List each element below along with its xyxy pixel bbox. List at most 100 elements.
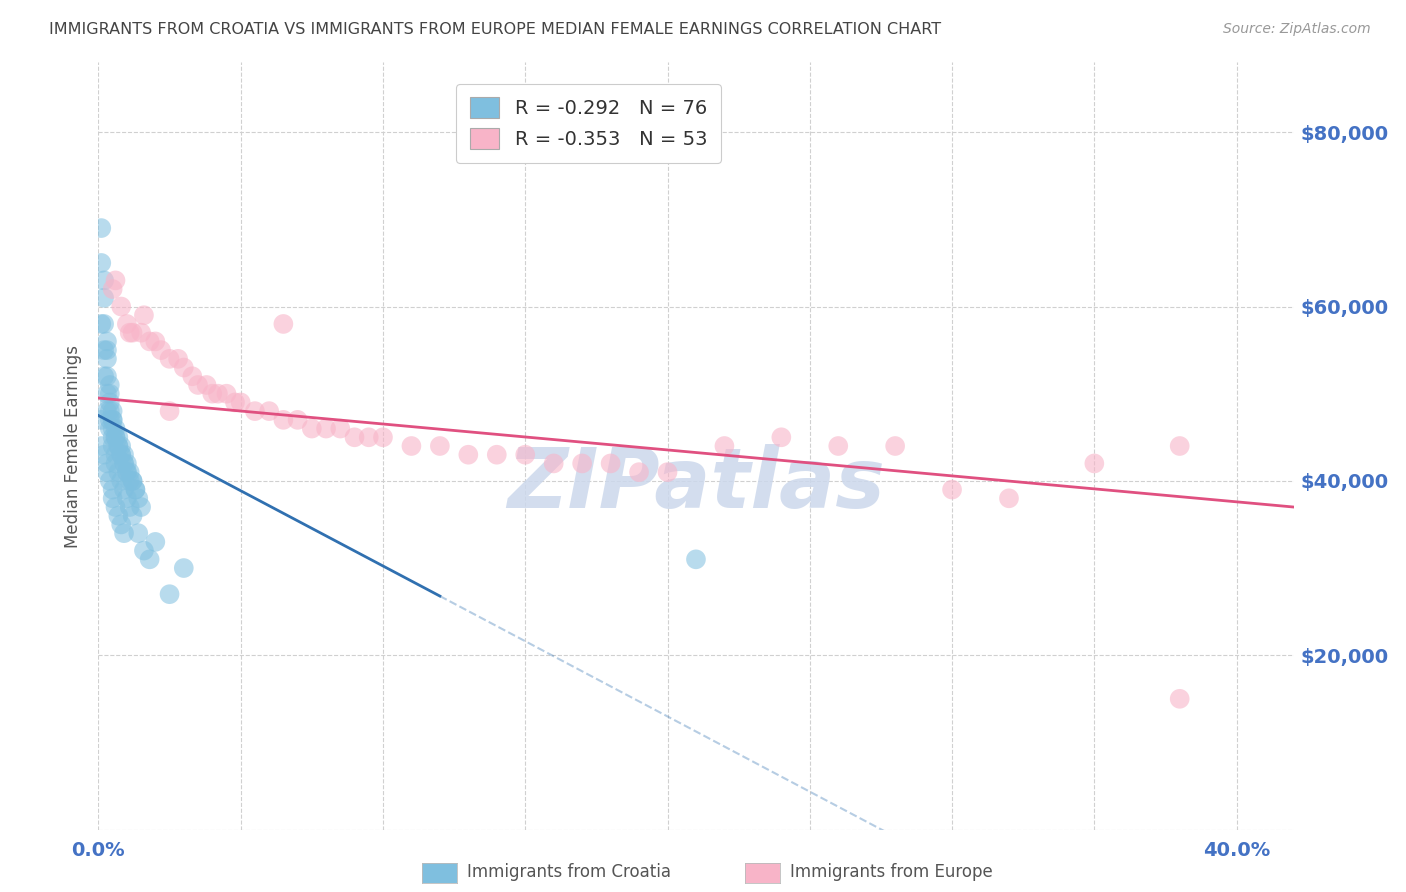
Point	[96, 343, 118, 358]
Point	[96, 457, 118, 471]
Point	[96, 334, 118, 349]
Point	[357, 430, 380, 444]
Point	[401, 439, 423, 453]
Point	[329, 421, 352, 435]
Point	[90, 317, 112, 331]
Point	[167, 351, 190, 366]
Point	[93, 317, 115, 331]
Point	[118, 474, 141, 488]
Point	[115, 317, 138, 331]
Point	[112, 457, 135, 471]
Point	[112, 483, 135, 497]
Point	[115, 465, 138, 479]
Point	[132, 543, 155, 558]
Point	[224, 395, 246, 409]
Point	[127, 491, 149, 506]
Point	[599, 457, 621, 471]
Point	[371, 430, 394, 444]
Point	[132, 308, 155, 322]
Point	[457, 448, 479, 462]
Point	[515, 448, 537, 462]
Point	[107, 439, 129, 453]
Point	[657, 465, 679, 479]
Point	[107, 430, 129, 444]
Point	[243, 404, 266, 418]
Point	[107, 508, 129, 523]
Point	[115, 457, 138, 471]
Point	[138, 334, 160, 349]
Y-axis label: Median Female Earnings: Median Female Earnings	[65, 344, 83, 548]
Point	[112, 526, 135, 541]
Point	[96, 351, 118, 366]
Point	[138, 552, 160, 566]
Point	[1168, 439, 1191, 453]
Point	[159, 351, 181, 366]
Point	[101, 439, 124, 453]
Point	[93, 273, 115, 287]
Point	[101, 413, 124, 427]
Point	[301, 421, 323, 435]
Text: Immigrants from Europe: Immigrants from Europe	[790, 863, 993, 881]
Point	[429, 439, 451, 453]
Point	[110, 474, 132, 488]
Text: Immigrants from Croatia: Immigrants from Croatia	[467, 863, 671, 881]
Point	[287, 413, 309, 427]
Point	[143, 535, 166, 549]
Point	[93, 343, 115, 358]
Point	[101, 430, 124, 444]
Point	[107, 465, 129, 479]
Point	[118, 326, 141, 340]
Point	[98, 413, 121, 427]
Point	[713, 439, 735, 453]
Point	[115, 465, 138, 479]
Point	[215, 386, 238, 401]
Point	[101, 483, 124, 497]
Point	[104, 421, 127, 435]
Point	[121, 508, 143, 523]
Legend: R = -0.292   N = 76, R = -0.353   N = 53: R = -0.292 N = 76, R = -0.353 N = 53	[456, 84, 721, 163]
Point	[827, 439, 849, 453]
Point	[124, 483, 146, 497]
Point	[110, 439, 132, 453]
Point	[104, 500, 127, 514]
Point	[685, 552, 707, 566]
Point	[118, 500, 141, 514]
Point	[115, 491, 138, 506]
Point	[101, 491, 124, 506]
Point	[112, 448, 135, 462]
Point	[121, 474, 143, 488]
Point	[173, 561, 195, 575]
Point	[96, 404, 118, 418]
Point	[201, 386, 224, 401]
Point	[90, 413, 112, 427]
Point	[485, 448, 508, 462]
Point	[107, 439, 129, 453]
Point	[129, 326, 152, 340]
Text: Source: ZipAtlas.com: Source: ZipAtlas.com	[1223, 22, 1371, 37]
Point	[884, 439, 907, 453]
Point	[127, 526, 149, 541]
Text: ZIPatlas: ZIPatlas	[508, 444, 884, 524]
Point	[124, 483, 146, 497]
Point	[159, 404, 181, 418]
Point	[195, 378, 218, 392]
Point	[143, 334, 166, 349]
Point	[121, 474, 143, 488]
Point	[229, 395, 252, 409]
Point	[98, 421, 121, 435]
Point	[110, 517, 132, 532]
Point	[90, 439, 112, 453]
Point	[96, 465, 118, 479]
Point	[96, 386, 118, 401]
Point	[343, 430, 366, 444]
Point	[129, 500, 152, 514]
Point	[104, 430, 127, 444]
Text: IMMIGRANTS FROM CROATIA VS IMMIGRANTS FROM EUROPE MEDIAN FEMALE EARNINGS CORRELA: IMMIGRANTS FROM CROATIA VS IMMIGRANTS FR…	[49, 22, 942, 37]
Point	[101, 404, 124, 418]
Point	[543, 457, 565, 471]
Point	[112, 457, 135, 471]
Point	[104, 273, 127, 287]
Point	[118, 465, 141, 479]
Point	[90, 256, 112, 270]
Point	[110, 300, 132, 314]
